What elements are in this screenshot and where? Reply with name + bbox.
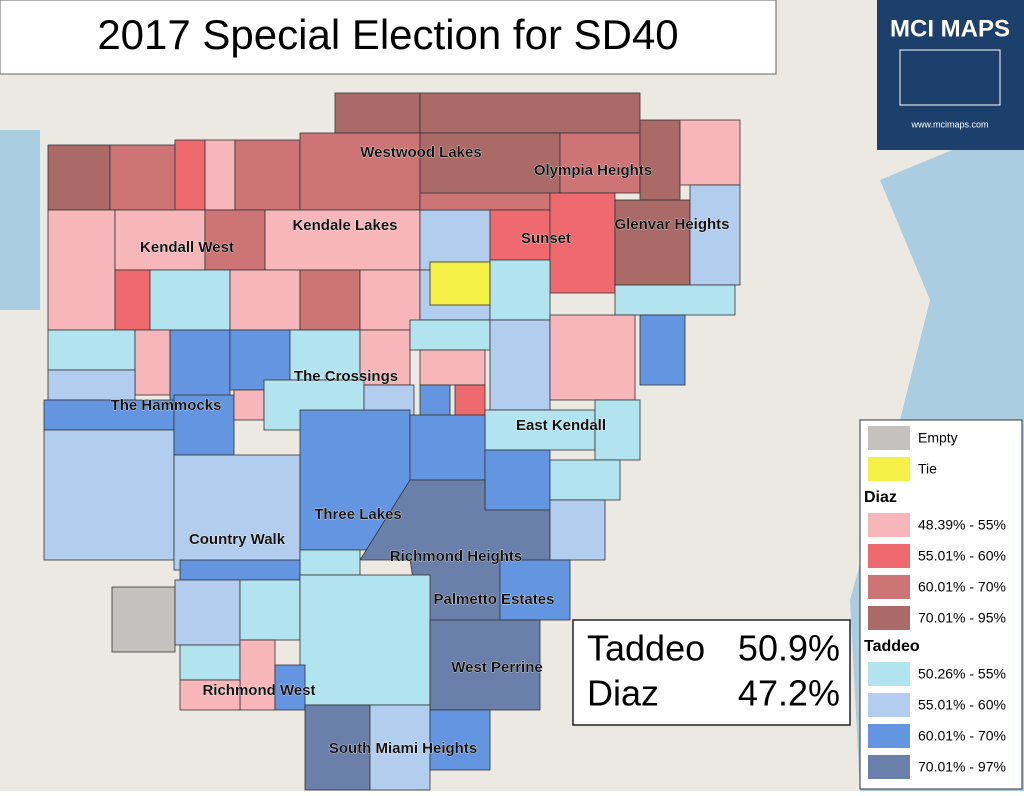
legend-swatch	[868, 426, 910, 450]
place-label: Kendall West	[140, 239, 234, 256]
place-label: Glenvar Heights	[614, 216, 729, 233]
legend-label: 60.01% - 70%	[918, 728, 1006, 744]
result-name: Diaz	[587, 673, 659, 714]
place-label: Westwood Lakes	[360, 144, 481, 161]
logo-name: MCI MAPS	[890, 15, 1010, 42]
legend-items: Empty Tie Diaz 48.39% - 55% 55.01% - 60% 60.0…	[864, 426, 1006, 779]
place-label: West Perrine	[451, 659, 542, 676]
place-label: Palmetto Estates	[434, 591, 555, 608]
legend-swatch	[868, 662, 910, 686]
legend-swatch	[868, 513, 910, 537]
legend-label: Empty	[918, 430, 958, 446]
legend-label: 55.01% - 60%	[918, 548, 1006, 564]
place-label: Richmond West	[202, 682, 315, 699]
result-name: Taddeo	[587, 628, 705, 669]
legend-label: 70.01% - 95%	[918, 610, 1006, 626]
legend-group: Taddeo	[864, 638, 920, 655]
map-title: 2017 Special Election for SD40	[97, 11, 678, 58]
legend-swatch	[868, 724, 910, 748]
precincts	[43, 92, 741, 791]
place-label: Three Lakes	[314, 506, 402, 523]
place-label: Country Walk	[189, 531, 286, 548]
place-label: The Crossings	[294, 368, 398, 385]
title-box	[0, 0, 777, 75]
legend-swatch	[868, 544, 910, 568]
place-label: Olympia Heights	[534, 162, 652, 179]
place-labels: Westwood Lakes Olympia Heights Kendall W…	[110, 144, 730, 758]
place-label: The Hammocks	[111, 397, 222, 414]
result-share: 47.2%	[738, 673, 840, 714]
water	[0, 130, 40, 310]
result-share: 50.9%	[738, 628, 840, 669]
legend-swatch	[868, 457, 910, 481]
legend-label: 70.01% - 97%	[918, 759, 1006, 775]
legend-swatch	[868, 606, 910, 630]
place-label: Kendale Lakes	[292, 217, 397, 234]
legend-label: Tie	[918, 461, 937, 477]
legend-swatch	[868, 693, 910, 717]
legend-group: Diaz	[864, 489, 897, 506]
logo-url: www.mcimaps.com	[910, 119, 988, 129]
legend-label: 50.26% - 55%	[918, 666, 1006, 682]
place-label: Sunset	[521, 230, 571, 247]
results-box	[572, 619, 851, 726]
legend-swatch	[868, 755, 910, 779]
legend-swatch	[868, 575, 910, 599]
legend-label: 55.01% - 60%	[918, 697, 1006, 713]
place-label: East Kendall	[516, 417, 606, 434]
place-label: Richmond Heights	[390, 548, 523, 565]
logo-map	[899, 49, 1001, 106]
legend-label: 60.01% - 70%	[918, 579, 1006, 595]
legend-label: 48.39% - 55%	[918, 517, 1006, 533]
place-label: South Miami Heights	[329, 740, 477, 757]
